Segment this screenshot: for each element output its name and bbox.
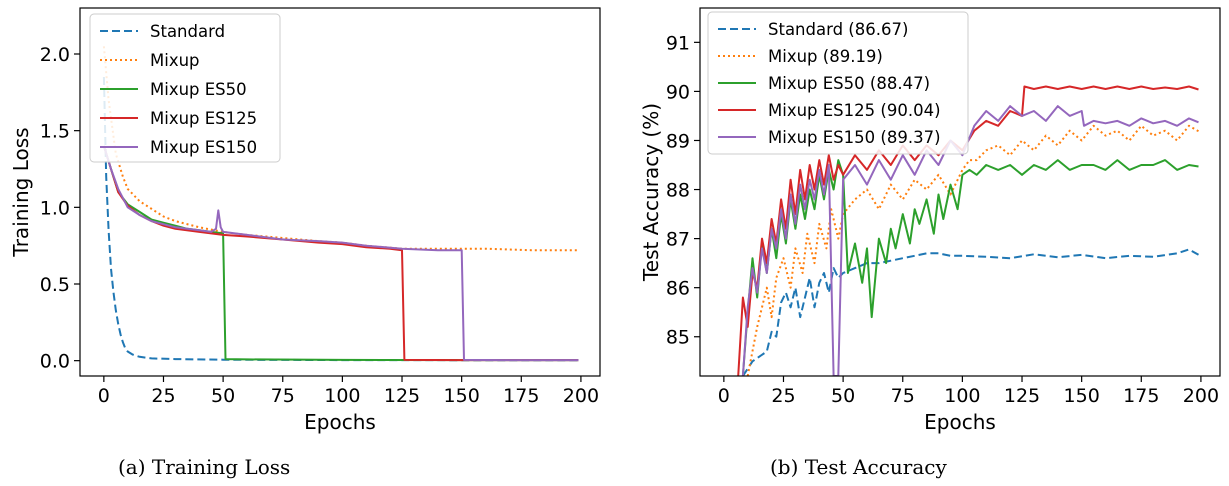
- legend-label: Standard: [150, 22, 225, 41]
- x-tick-label: 50: [831, 385, 855, 407]
- legend-label: Mixup (89.19): [768, 47, 883, 66]
- training-loss-chart: 0 25 50 75 100 125 150 175 200 0.0 0.5 1.0 1.5 2.0 Epo…: [9, 7, 601, 434]
- x-tick-label: 25: [151, 385, 175, 407]
- y-tick-label: 0.5: [40, 274, 70, 296]
- y-axis-label: Training Loss: [9, 127, 33, 257]
- legend-box: [89, 13, 281, 163]
- legend-box: [707, 11, 969, 155]
- x-axis-label: Epochs: [304, 410, 376, 434]
- legend-label: Mixup ES125: [150, 109, 257, 128]
- series-line-3: [741, 159, 1199, 376]
- series-line-4: [102, 145, 579, 362]
- x-tick-label: 0: [718, 385, 730, 407]
- series-line-5: [102, 145, 579, 362]
- series-line-2: [746, 124, 1199, 376]
- series-line-2: [102, 46, 579, 252]
- y-tick-label: 90: [666, 81, 690, 103]
- plot-frame: [699, 7, 1221, 377]
- y-tick-label: 88: [666, 180, 690, 202]
- legend-label: Standard (86.67): [768, 20, 908, 39]
- y-tick-label: 91: [666, 32, 690, 54]
- test-accuracy-chart: 0 25 50 75 100 125 150 175 200 85 86 87 88 89 90 91 Epoc…: [639, 7, 1221, 434]
- legend-label: Mixup ES150: [150, 138, 257, 157]
- y-tick-label: 87: [666, 229, 690, 251]
- x-tick-label: 0: [98, 385, 110, 407]
- x-tick-label: 100: [944, 385, 980, 407]
- legend: Standard Mixup Mixup ES50 Mixup ES125 Mixup …: [89, 13, 281, 163]
- y-tick-label: 0.0: [40, 351, 70, 373]
- y-tick-label: 2.0: [40, 44, 70, 66]
- legend-label: Mixup ES150 (89.37): [768, 128, 941, 147]
- x-tick-label: 125: [1004, 385, 1040, 407]
- y-tick-label: 1.0: [40, 197, 70, 219]
- series-line-3: [102, 145, 579, 362]
- legend-label: Mixup ES125 (90.04): [768, 101, 941, 120]
- x-tick-label: 150: [1064, 385, 1100, 407]
- y-tick-label: 89: [666, 130, 690, 152]
- x-tick-label: 125: [384, 385, 420, 407]
- x-tick-label: 25: [771, 385, 795, 407]
- x-tick-label: 50: [211, 385, 235, 407]
- y-tick-label: 86: [666, 278, 690, 300]
- x-tick-label: 175: [1123, 385, 1159, 407]
- y-tick-label: 1.5: [40, 121, 70, 143]
- legend-label: Mixup ES50 (88.47): [768, 74, 930, 93]
- series-line-5: [741, 105, 1199, 376]
- x-tick-label: 150: [444, 385, 480, 407]
- x-tick-label: 200: [1183, 385, 1219, 407]
- series-line-1: [102, 76, 579, 362]
- series-group: [102, 46, 579, 362]
- x-tick-label: 75: [271, 385, 295, 407]
- series-group: [737, 85, 1199, 376]
- x-axis-label: Epochs: [924, 410, 996, 434]
- legend-label: Mixup ES50: [150, 80, 247, 99]
- series-line-4: [737, 85, 1199, 376]
- y-tick-label: 85: [666, 327, 690, 349]
- caption-training-loss: (a) Training Loss: [118, 455, 291, 479]
- plot-frame: [79, 7, 601, 377]
- legend: Standard (86.67) Mixup (89.19) Mixup ES50 …: [707, 11, 969, 155]
- y-axis-label: Test Accuracy (%): [639, 103, 663, 282]
- x-tick-label: 75: [891, 385, 915, 407]
- x-tick-label: 175: [503, 385, 539, 407]
- series-line-1: [742, 248, 1199, 376]
- x-tick-label: 100: [324, 385, 360, 407]
- caption-test-accuracy: (b) Test Accuracy: [770, 455, 947, 479]
- x-tick-label: 200: [563, 385, 599, 407]
- legend-label: Mixup: [150, 51, 200, 70]
